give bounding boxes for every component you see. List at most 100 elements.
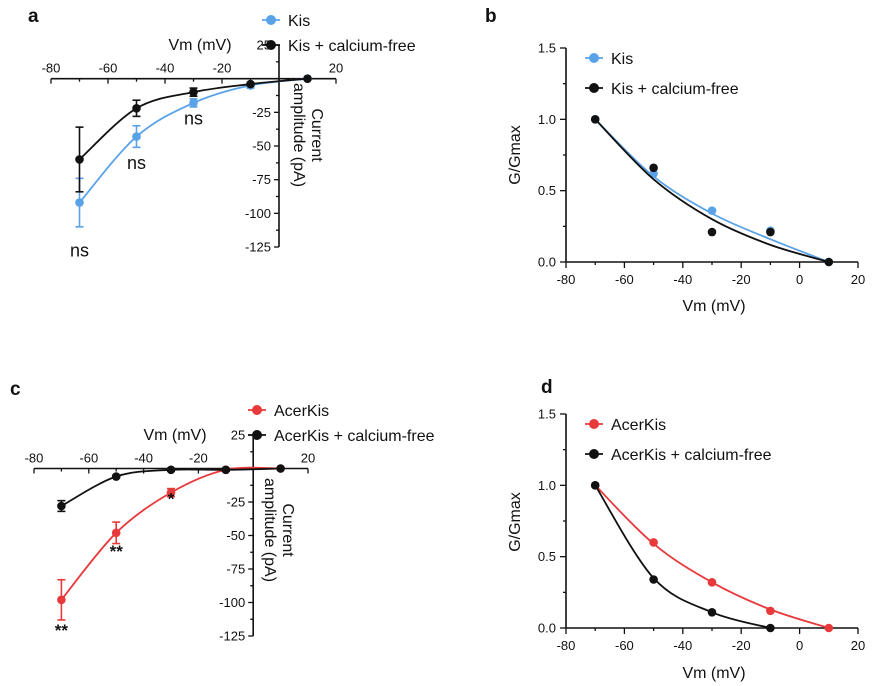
x-tick-label: -40 [673,272,692,287]
x-tick-label: -80 [42,61,61,76]
data-point [276,464,285,473]
y-tick-label: -25 [252,105,271,120]
x-tick-label: 20 [301,451,315,466]
y-axis-label: Currentamplitude (pA) [290,83,325,187]
y-tick-label: 0.5 [538,549,556,564]
x-tick-label: -40 [673,638,692,653]
x-tick-label: -40 [156,61,175,76]
y-axis-label-line: Current [308,108,325,162]
x-tick-label: -60 [615,638,634,653]
panel-letter: d [541,377,553,398]
chart-panel-d: d -80 -60 -40 -20 0 20 0.0 0.5 1.0 1.5 Vm (mV) G/Gma… [507,377,865,682]
legend-marker [589,53,599,63]
panel-letter: c [10,379,21,400]
x-tick-label: -60 [79,451,98,466]
data-point [166,465,176,475]
series-1 [57,464,285,621]
axes: -80 -60 -40 -20 0 20 0.0 0.5 1.0 1.5 Vm (mV) G/Gmax [507,41,865,316]
x-tick-label: 0 [796,638,803,653]
x-axis-label: Vm (mV) [143,427,206,444]
y-tick-label: 1.0 [538,478,556,493]
series-line [78,77,308,204]
panel-letter: b [485,6,497,27]
y-tick-label: -75 [226,562,245,577]
data-point [766,623,775,633]
y-tick-label: 1.5 [538,407,556,422]
x-tick-label: -20 [732,272,751,287]
series-1 [590,481,834,633]
x-tick-label: -80 [557,272,576,287]
y-tick-label: 0.5 [538,183,556,198]
legend-label: Kis + calcium-free [288,38,416,55]
data-point [824,623,834,633]
data-point [221,465,231,475]
data-point [75,198,84,207]
legend-label: Kis [611,51,633,68]
data-point [166,488,176,497]
series-1 [590,115,834,267]
x-axis-label: Vm (mV) [682,665,745,682]
y-tick-label: -50 [226,528,245,543]
y-tick-label: -100 [219,595,245,610]
legend-label: AcerKis [611,417,666,434]
y-axis-label: G/Gmax [507,125,524,185]
data-point [111,472,121,481]
y-axis-label: G/Gmax [507,492,524,552]
y-tick-label: -125 [245,240,271,255]
data-point [57,501,66,511]
x-tick-label: -80 [25,451,44,466]
data-point [590,481,600,490]
legend-label: AcerKis + calcium-free [611,447,772,464]
data-point [132,132,141,141]
legend-marker [266,15,276,25]
significance-label: ** [110,542,124,561]
data-point [303,74,312,83]
x-tick-label: -20 [732,638,751,653]
legend-marker [589,449,599,459]
legend-label: AcerKis + calcium-free [274,428,435,445]
data-point [590,115,600,124]
data-point [766,606,775,616]
data-point [707,578,717,587]
x-axis-label: Vm (mV) [682,298,745,315]
chart-panel-b: b -80 -60 -40 -20 0 20 0.0 0.5 1.0 1.5 Vm (mV) G/Gma… [485,6,865,315]
data-point [707,206,717,215]
significance-label: * [168,490,175,509]
data-point [111,528,121,538]
x-tick-label: 20 [329,61,343,76]
axes: -80 -60 -40 -20 0 20 0.0 0.5 1.0 1.5 Vm (mV) G/Gmax [507,407,865,683]
y-axis-label-line: amplitude (pA) [261,478,278,582]
y-tick-label: -25 [226,495,245,510]
annotations: ***** [55,490,175,640]
legend: Kis Kis + calcium-free [262,13,416,55]
x-tick-label: 20 [851,272,865,287]
data-point [189,87,198,97]
legend-label: Kis + calcium-free [611,81,739,98]
legend-marker [266,40,276,50]
data-point [189,98,198,108]
legend-marker [589,83,599,93]
series-2 [57,464,285,513]
y-tick-label: -75 [252,172,271,187]
x-axis-label: Vm (mV) [168,37,231,54]
x-tick-label: -60 [615,272,634,287]
significance-label: ns [127,153,146,173]
fit-curve [594,484,771,629]
data-point [649,575,658,584]
data-point [649,538,658,547]
series-2 [75,74,312,193]
y-axis-label-line: Current [279,503,296,557]
legend-label: Kis [288,13,310,30]
significance-label: ns [184,108,203,128]
data-point [246,79,255,89]
legend-marker [252,430,262,440]
x-tick-label: 20 [851,638,865,653]
legend: Kis Kis + calcium-free [585,51,739,98]
data-point [132,103,141,113]
x-tick-label: -20 [189,451,208,466]
series-2 [590,115,834,267]
legend-label: AcerKis [274,403,329,420]
data-point [57,595,66,605]
